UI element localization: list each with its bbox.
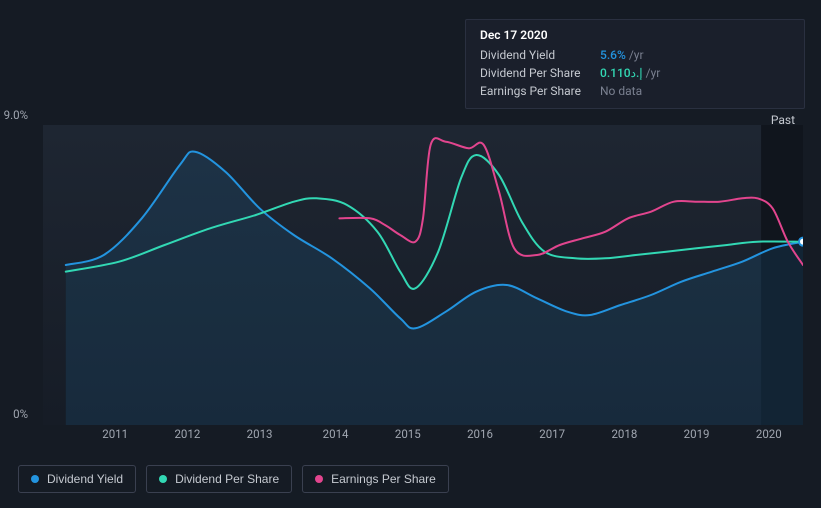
- legend-item-earnings-per-share[interactable]: Earnings Per Share: [302, 465, 449, 493]
- chart-tooltip: Dec 17 2020 Dividend Yield5.6% /yrDivide…: [465, 19, 805, 109]
- tooltip-date: Dec 17 2020: [480, 28, 790, 42]
- x-tick: 2012: [174, 427, 200, 441]
- dividend-chart: 9.0% 0% Past 201120122013201420152016201…: [18, 105, 803, 445]
- legend-item-dividend-per-share[interactable]: Dividend Per Share: [146, 465, 292, 493]
- x-tick: 2014: [323, 427, 349, 441]
- x-tick: 2011: [102, 427, 128, 441]
- x-tick: 2016: [467, 427, 493, 441]
- x-tick: 2017: [539, 427, 565, 441]
- tooltip-row: Dividend Yield5.6% /yr: [480, 46, 790, 64]
- tooltip-row: Dividend Per Share0.110إ.د /yr: [480, 64, 790, 82]
- legend-label: Dividend Per Share: [175, 472, 279, 486]
- tooltip-row-unit: /yr: [629, 48, 644, 62]
- tooltip-row-value: 5.6%: [600, 48, 626, 62]
- chart-legend: Dividend Yield Dividend Per Share Earnings…: [18, 465, 449, 493]
- tooltip-row-value: No data: [600, 84, 642, 98]
- legend-label: Earnings Per Share: [331, 472, 436, 486]
- x-tick: 2018: [611, 427, 637, 441]
- tooltip-row-value: 0.110إ.د: [600, 66, 643, 80]
- chart-plot[interactable]: [43, 125, 803, 425]
- tooltip-row-label: Earnings Per Share: [480, 84, 600, 98]
- legend-dot-icon: [315, 475, 323, 483]
- tooltip-row: Earnings Per ShareNo data: [480, 82, 790, 100]
- tooltip-row-label: Dividend Yield: [480, 48, 600, 62]
- legend-item-dividend-yield[interactable]: Dividend Yield: [18, 465, 136, 493]
- past-label: Past: [771, 113, 795, 127]
- legend-dot-icon: [31, 475, 39, 483]
- tooltip-row-label: Dividend Per Share: [480, 66, 600, 80]
- x-tick: 2013: [247, 427, 273, 441]
- x-tick: 2020: [756, 427, 782, 441]
- current-point-marker: [799, 238, 803, 246]
- x-tick: 2019: [684, 427, 710, 441]
- x-axis: 2011 2012 2013 2014 2015 2016 2017 2018 2019 2020: [43, 427, 803, 447]
- y-axis-max: 9.0%: [4, 108, 32, 122]
- legend-label: Dividend Yield: [47, 472, 123, 486]
- legend-dot-icon: [159, 475, 167, 483]
- tooltip-row-unit: /yr: [646, 66, 661, 80]
- y-axis-min: 0%: [13, 407, 32, 421]
- x-tick: 2015: [395, 427, 421, 441]
